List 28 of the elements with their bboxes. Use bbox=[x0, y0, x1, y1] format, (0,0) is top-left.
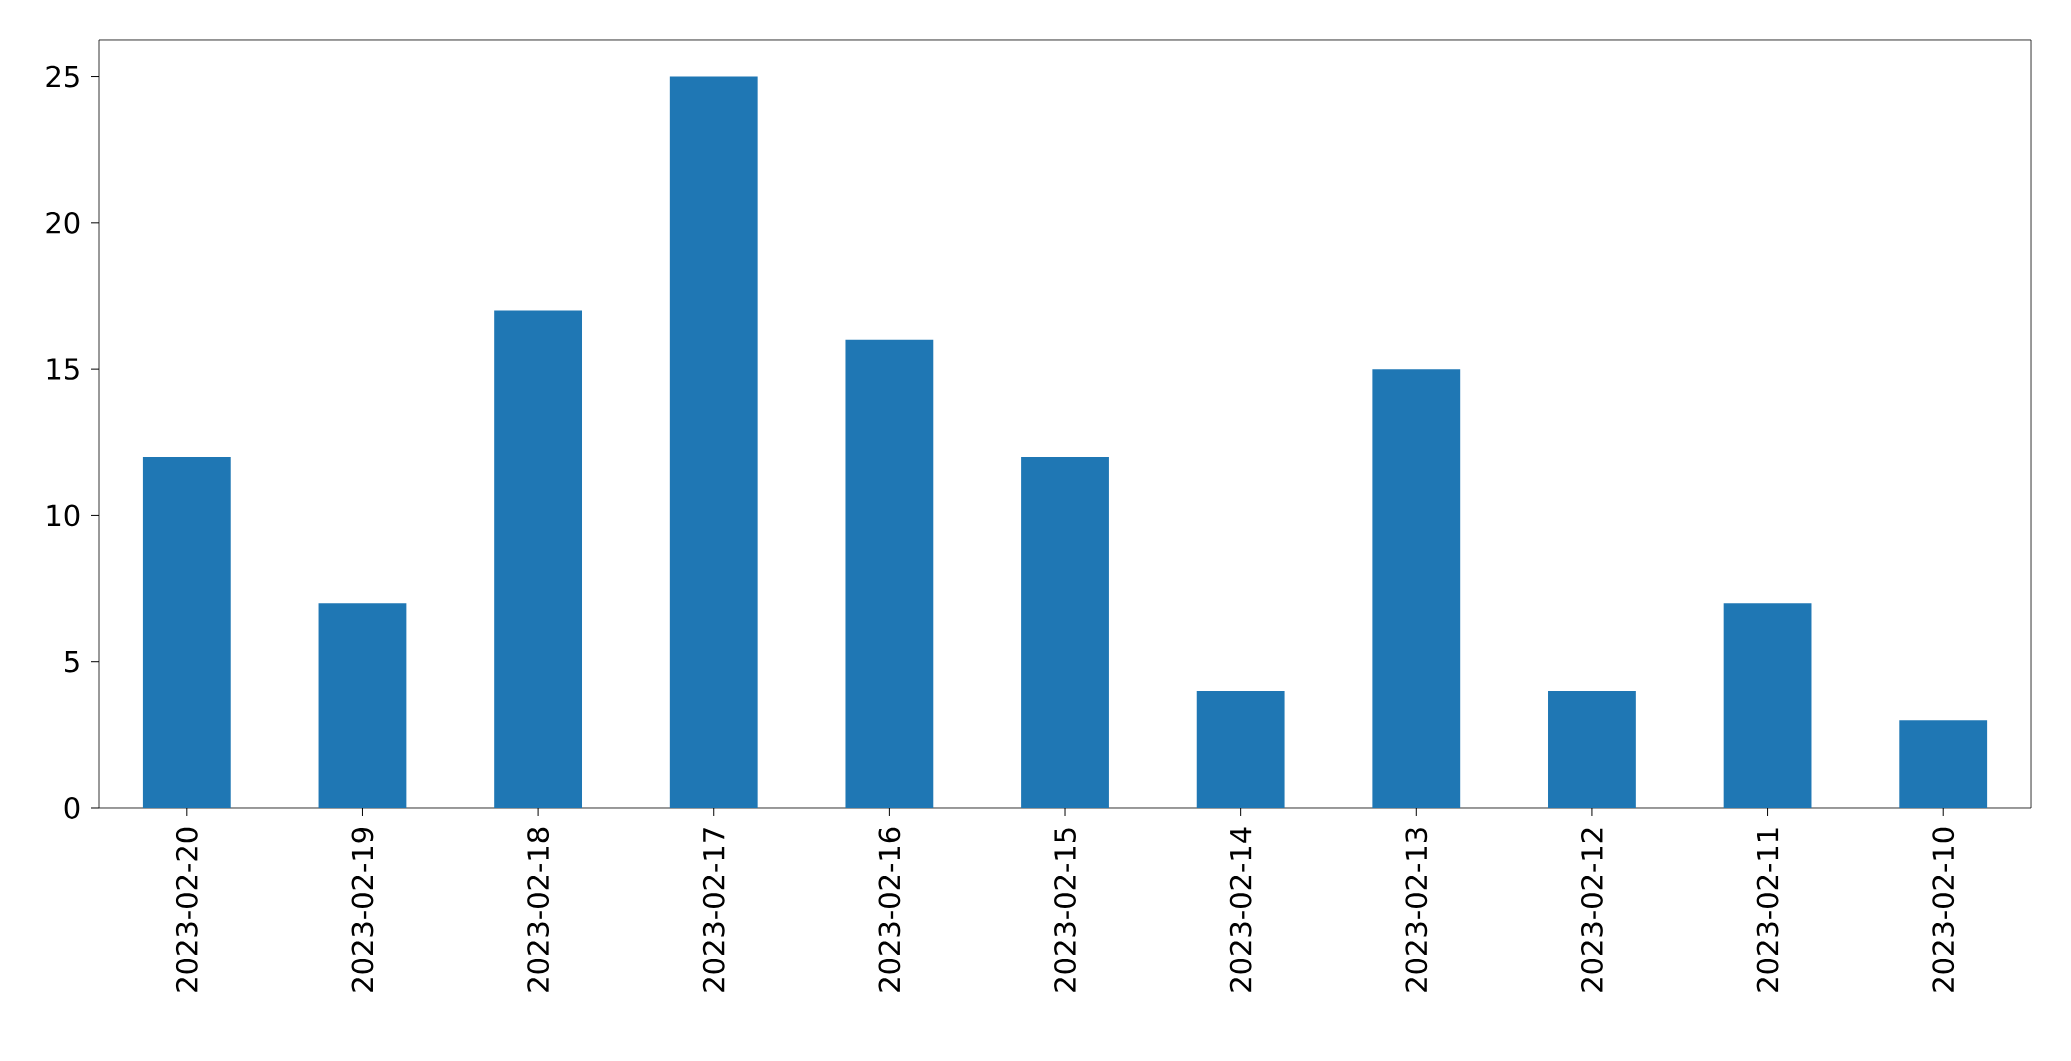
bar bbox=[669, 76, 758, 808]
bar bbox=[845, 339, 934, 808]
bar bbox=[1548, 690, 1636, 808]
bar bbox=[1196, 690, 1285, 808]
bar bbox=[494, 310, 583, 808]
x-tick-label: 2023-02-11 bbox=[1756, 828, 1779, 992]
x-tick-label: 2023-02-19 bbox=[351, 827, 374, 992]
y-tick-label: 20 bbox=[46, 211, 80, 234]
bar bbox=[1723, 603, 1812, 808]
x-tick-label: 2023-02-17 bbox=[702, 828, 725, 992]
bar bbox=[1021, 456, 1109, 808]
bar bbox=[142, 456, 231, 808]
bar bbox=[318, 603, 407, 808]
x-tick-label: 2023-02-10 bbox=[1932, 827, 1955, 992]
bar bbox=[1372, 369, 1461, 808]
y-tick-label: 5 bbox=[65, 650, 79, 673]
x-tick-label: 2023-02-12 bbox=[1581, 828, 1603, 992]
y-tick-label: 15 bbox=[47, 358, 79, 380]
y-tick-label: 0 bbox=[64, 797, 80, 819]
y-tick-label: 10 bbox=[47, 504, 80, 527]
x-tick-label: 2023-02-16 bbox=[878, 827, 901, 992]
x-tick-label: 2023-02-15 bbox=[1054, 828, 1076, 992]
x-tick-label: 2023-02-14 bbox=[1229, 827, 1252, 992]
x-tick-label: 2023-02-20 bbox=[175, 827, 198, 992]
y-tick-label: 25 bbox=[46, 65, 79, 88]
x-tick-label: 2023-02-13 bbox=[1405, 828, 1428, 992]
x-tick-label: 2023-02-18 bbox=[527, 827, 550, 992]
bar bbox=[1899, 720, 1988, 808]
